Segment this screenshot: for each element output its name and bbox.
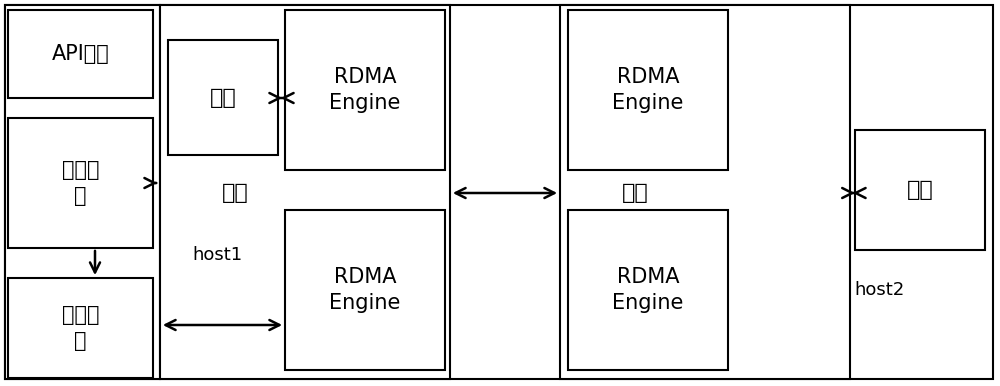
- Text: RDMA
Engine: RDMA Engine: [329, 267, 401, 313]
- Bar: [285, 10, 445, 170]
- Bar: [160, 5, 450, 379]
- Bar: [8, 118, 153, 248]
- Bar: [168, 40, 278, 155]
- Bar: [5, 5, 160, 379]
- Text: RDMA
Engine: RDMA Engine: [612, 67, 684, 113]
- Bar: [8, 278, 153, 378]
- Bar: [285, 210, 445, 370]
- Text: RDMA
Engine: RDMA Engine: [612, 267, 684, 313]
- Text: 网卡: 网卡: [622, 183, 648, 203]
- Text: 网卡: 网卡: [222, 183, 248, 203]
- Bar: [568, 10, 728, 170]
- Text: 控制模
块: 控制模 块: [62, 160, 99, 206]
- Text: 内存: 内存: [907, 180, 933, 200]
- Text: RDMA
Engine: RDMA Engine: [329, 67, 401, 113]
- Bar: [560, 5, 850, 379]
- Text: 内存: 内存: [210, 88, 236, 107]
- Bar: [8, 10, 153, 98]
- Bar: [855, 130, 985, 250]
- Text: 阈值模
块: 阈值模 块: [62, 305, 99, 351]
- Bar: [568, 210, 728, 370]
- Text: host2: host2: [855, 281, 905, 299]
- Text: host1: host1: [192, 246, 242, 264]
- Text: API模块: API模块: [52, 44, 109, 64]
